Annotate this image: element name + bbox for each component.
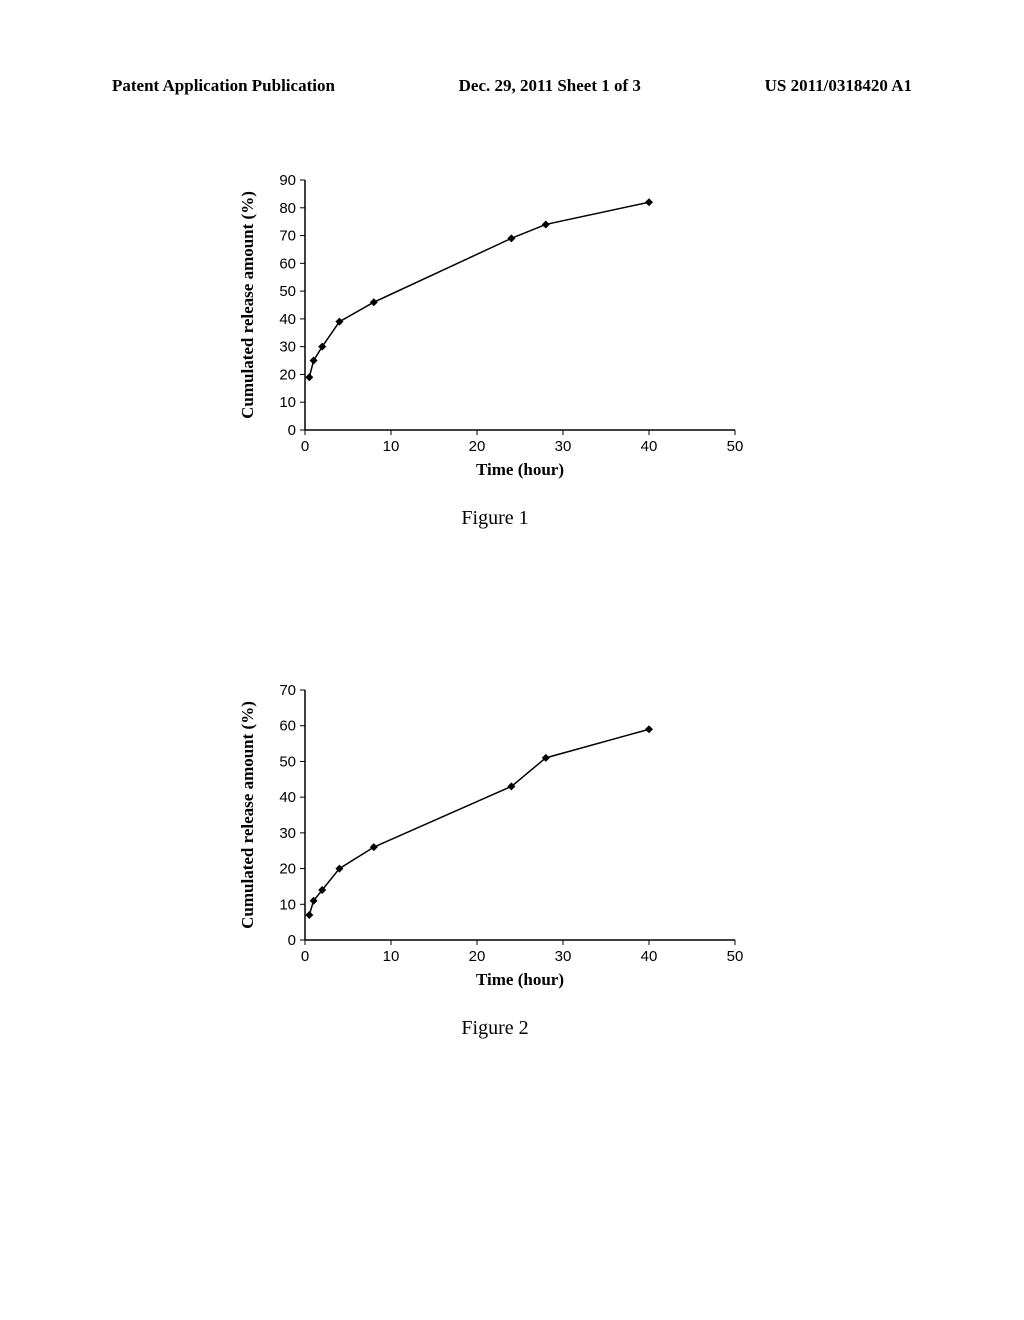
figure-2-chart: 0 10 20 30 40 50 60 70 0 10 20 30 40 50 Time (hour) Cum… <box>235 680 755 1005</box>
svg-text:90: 90 <box>279 172 296 189</box>
svg-text:20: 20 <box>279 366 296 383</box>
svg-text:0: 0 <box>301 948 309 965</box>
svg-text:10: 10 <box>383 438 400 455</box>
svg-text:80: 80 <box>279 200 296 217</box>
svg-text:40: 40 <box>279 311 296 328</box>
svg-text:20: 20 <box>469 948 486 965</box>
svg-text:0: 0 <box>301 438 309 455</box>
figure-2-container: 0 10 20 30 40 50 60 70 0 10 20 30 40 50 Time (hour) Cum… <box>235 680 755 1040</box>
svg-text:30: 30 <box>279 825 296 842</box>
header-center: Dec. 29, 2011 Sheet 1 of 3 <box>459 76 641 96</box>
svg-text:70: 70 <box>279 228 296 245</box>
svg-text:30: 30 <box>555 948 572 965</box>
header-right: US 2011/0318420 A1 <box>765 76 912 96</box>
svg-text:60: 60 <box>279 255 296 272</box>
svg-text:0: 0 <box>288 932 296 949</box>
svg-text:40: 40 <box>279 789 296 806</box>
svg-text:70: 70 <box>279 682 296 699</box>
figure-1-container: 0 10 20 30 40 50 60 70 80 90 0 10 20 30 40 50 Time (hour… <box>235 170 755 530</box>
svg-text:30: 30 <box>279 339 296 356</box>
svg-text:Cumulated release amount (%): Cumulated release amount (%) <box>238 701 257 929</box>
svg-text:50: 50 <box>279 753 296 770</box>
svg-text:60: 60 <box>279 718 296 735</box>
figure-2-caption: Figure 2 <box>235 1017 755 1040</box>
svg-text:0: 0 <box>288 422 296 439</box>
svg-text:50: 50 <box>727 438 744 455</box>
svg-text:30: 30 <box>555 438 572 455</box>
figure-1-chart: 0 10 20 30 40 50 60 70 80 90 0 10 20 30 40 50 Time (hour… <box>235 170 755 495</box>
svg-text:50: 50 <box>279 283 296 300</box>
svg-text:20: 20 <box>469 438 486 455</box>
svg-text:50: 50 <box>727 948 744 965</box>
svg-text:Time (hour): Time (hour) <box>476 460 564 479</box>
figure-1-caption: Figure 1 <box>235 507 755 530</box>
svg-text:40: 40 <box>641 438 658 455</box>
svg-text:10: 10 <box>383 948 400 965</box>
svg-text:10: 10 <box>279 394 296 411</box>
svg-text:10: 10 <box>279 896 296 913</box>
header-left: Patent Application Publication <box>112 76 335 96</box>
svg-text:Time (hour): Time (hour) <box>476 970 564 989</box>
svg-text:20: 20 <box>279 861 296 878</box>
svg-text:40: 40 <box>641 948 658 965</box>
svg-text:Cumulated release amount (%): Cumulated release amount (%) <box>238 191 257 419</box>
page-header: Patent Application Publication Dec. 29, … <box>112 76 912 96</box>
